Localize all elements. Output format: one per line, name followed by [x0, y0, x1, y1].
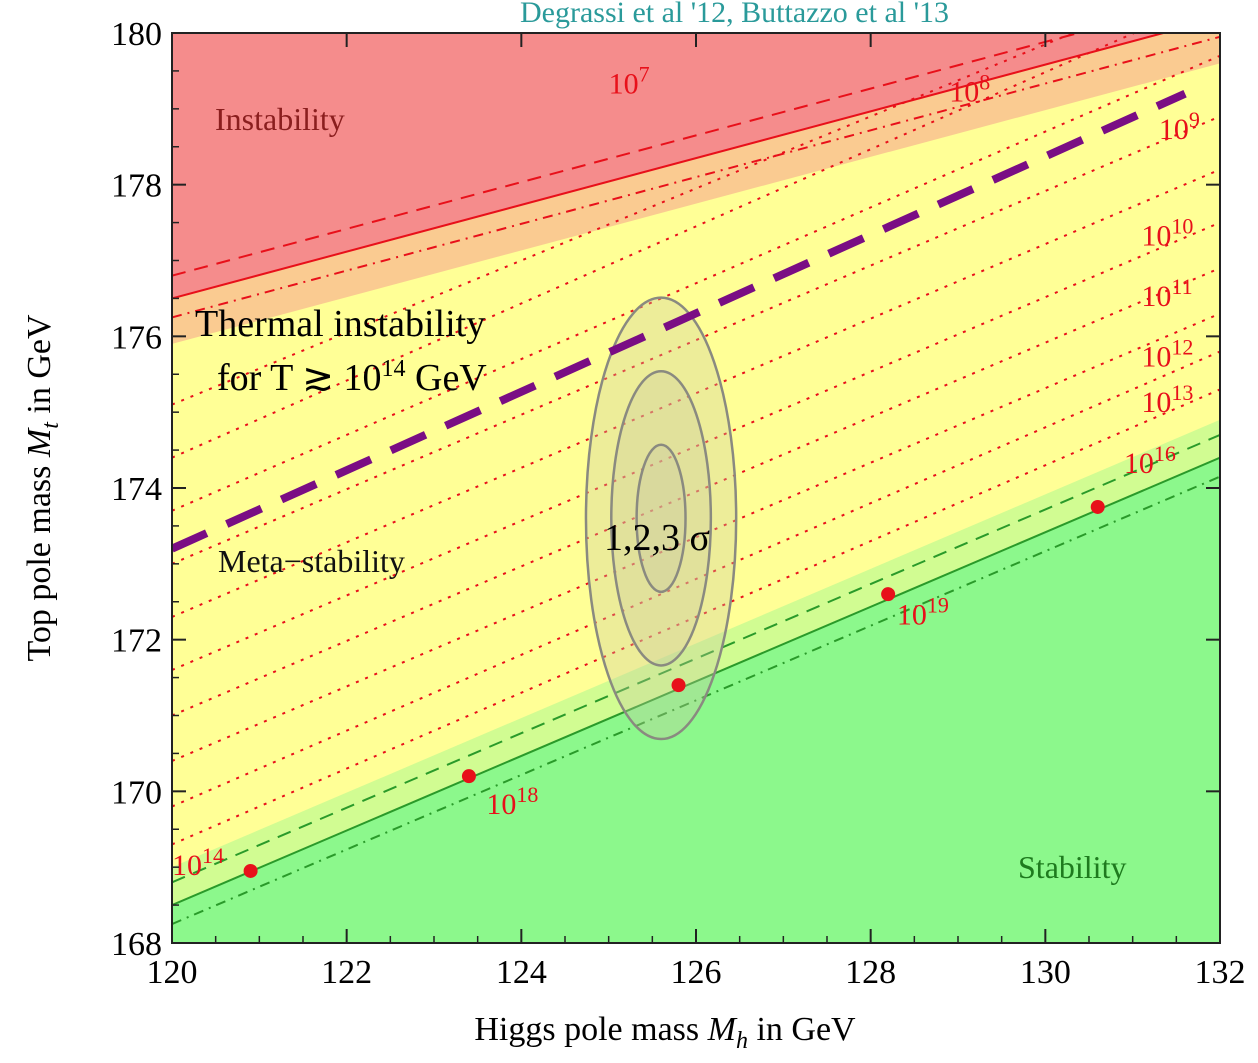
scale-label-1e18: 1018: [486, 782, 538, 821]
x-tick-label: 130: [1020, 954, 1071, 991]
y-tick-label: 178: [111, 168, 162, 205]
thermal-instability-line: [172, 90, 1187, 553]
stability-fade-band: [172, 419, 1220, 906]
stability-label: Stability: [1018, 849, 1126, 885]
scale-point-5: [1090, 499, 1105, 514]
scale-point-4: [881, 587, 896, 602]
y-tick-label: 170: [111, 774, 162, 811]
x-tick-label: 120: [147, 954, 198, 991]
y-tick-label: 172: [111, 623, 162, 660]
scale-label-1e16: 1016: [1124, 441, 1176, 480]
scale-label-1e12: 1012: [1141, 335, 1193, 374]
sigma-ellipses: [584, 296, 738, 741]
y-tick-label: 168: [111, 926, 162, 963]
sigma-ellipse-3: [584, 296, 738, 741]
y-tick-label: 180: [111, 16, 162, 53]
x-axis-ticks: 120 122 124 126 128 130 132: [147, 33, 1246, 991]
sigma-ellipse-1: [635, 443, 687, 594]
scale-point-1: [243, 863, 258, 878]
x-tick-label: 124: [496, 954, 547, 991]
instability-fade-band: [172, 33, 1220, 344]
scale-line-10: [172, 388, 1220, 846]
x-axis-label: Higgs pole mass Mh in GeV: [474, 1011, 856, 1054]
stability-boundary-lines: [172, 433, 1220, 925]
instability-boundary-line: [172, 33, 1168, 300]
metastability-label: Meta−stability: [218, 543, 405, 579]
data-points: [243, 499, 1105, 878]
scale-line-3: [172, 54, 1220, 512]
thermal-label-line1: Thermal instability: [195, 303, 485, 345]
chart-title-fragment: Degrassi et al '12, Buttazzo et al '13: [520, 0, 949, 29]
y-axis-label: Top pole mass Mt in GeV: [21, 314, 64, 662]
scale-lines: [172, 33, 1220, 846]
instability-boundary-lower: [172, 35, 1220, 319]
x-tick-label: 122: [321, 954, 372, 991]
stability-boundary-lower: [172, 475, 1220, 925]
y-tick-label: 174: [111, 471, 162, 508]
scale-point-3: [671, 678, 686, 693]
scale-label-1e11: 1011: [1141, 274, 1192, 313]
scale-label-1e9: 109: [1159, 107, 1200, 146]
scale-line-2: [172, 33, 1137, 459]
stability-boundary-line: [172, 456, 1220, 907]
scale-label-1e8: 108: [949, 69, 990, 108]
scale-point-2: [461, 769, 476, 784]
sigma-ellipse-2: [610, 369, 713, 667]
scale-label-1e14: 1014: [172, 843, 224, 882]
stability-boundary-upper: [172, 433, 1220, 884]
scale-line-9: [172, 350, 1220, 808]
thermal-label-line2: for T ≳ 1014 GeV: [217, 356, 487, 399]
x-tick-label: 126: [671, 954, 722, 991]
x-tick-label: 132: [1195, 954, 1246, 991]
scale-label-1e7: 107: [609, 62, 650, 101]
y-tick-label: 176: [111, 319, 162, 356]
scale-label-1e13: 1013: [1141, 380, 1193, 419]
sigma-label: 1,2,3 σ: [604, 517, 710, 559]
scale-label-1e10: 1010: [1141, 213, 1193, 252]
instability-label: Instability: [215, 101, 345, 137]
scale-label-1e19: 1019: [897, 593, 949, 632]
y-axis-ticks: 168 170 172 174 176 178 180: [111, 16, 1220, 963]
scale-labels: 107 108 109 1010 1011 1012 1013 1016 1014 1018 101…: [172, 62, 1200, 882]
x-tick-label: 128: [845, 954, 896, 991]
